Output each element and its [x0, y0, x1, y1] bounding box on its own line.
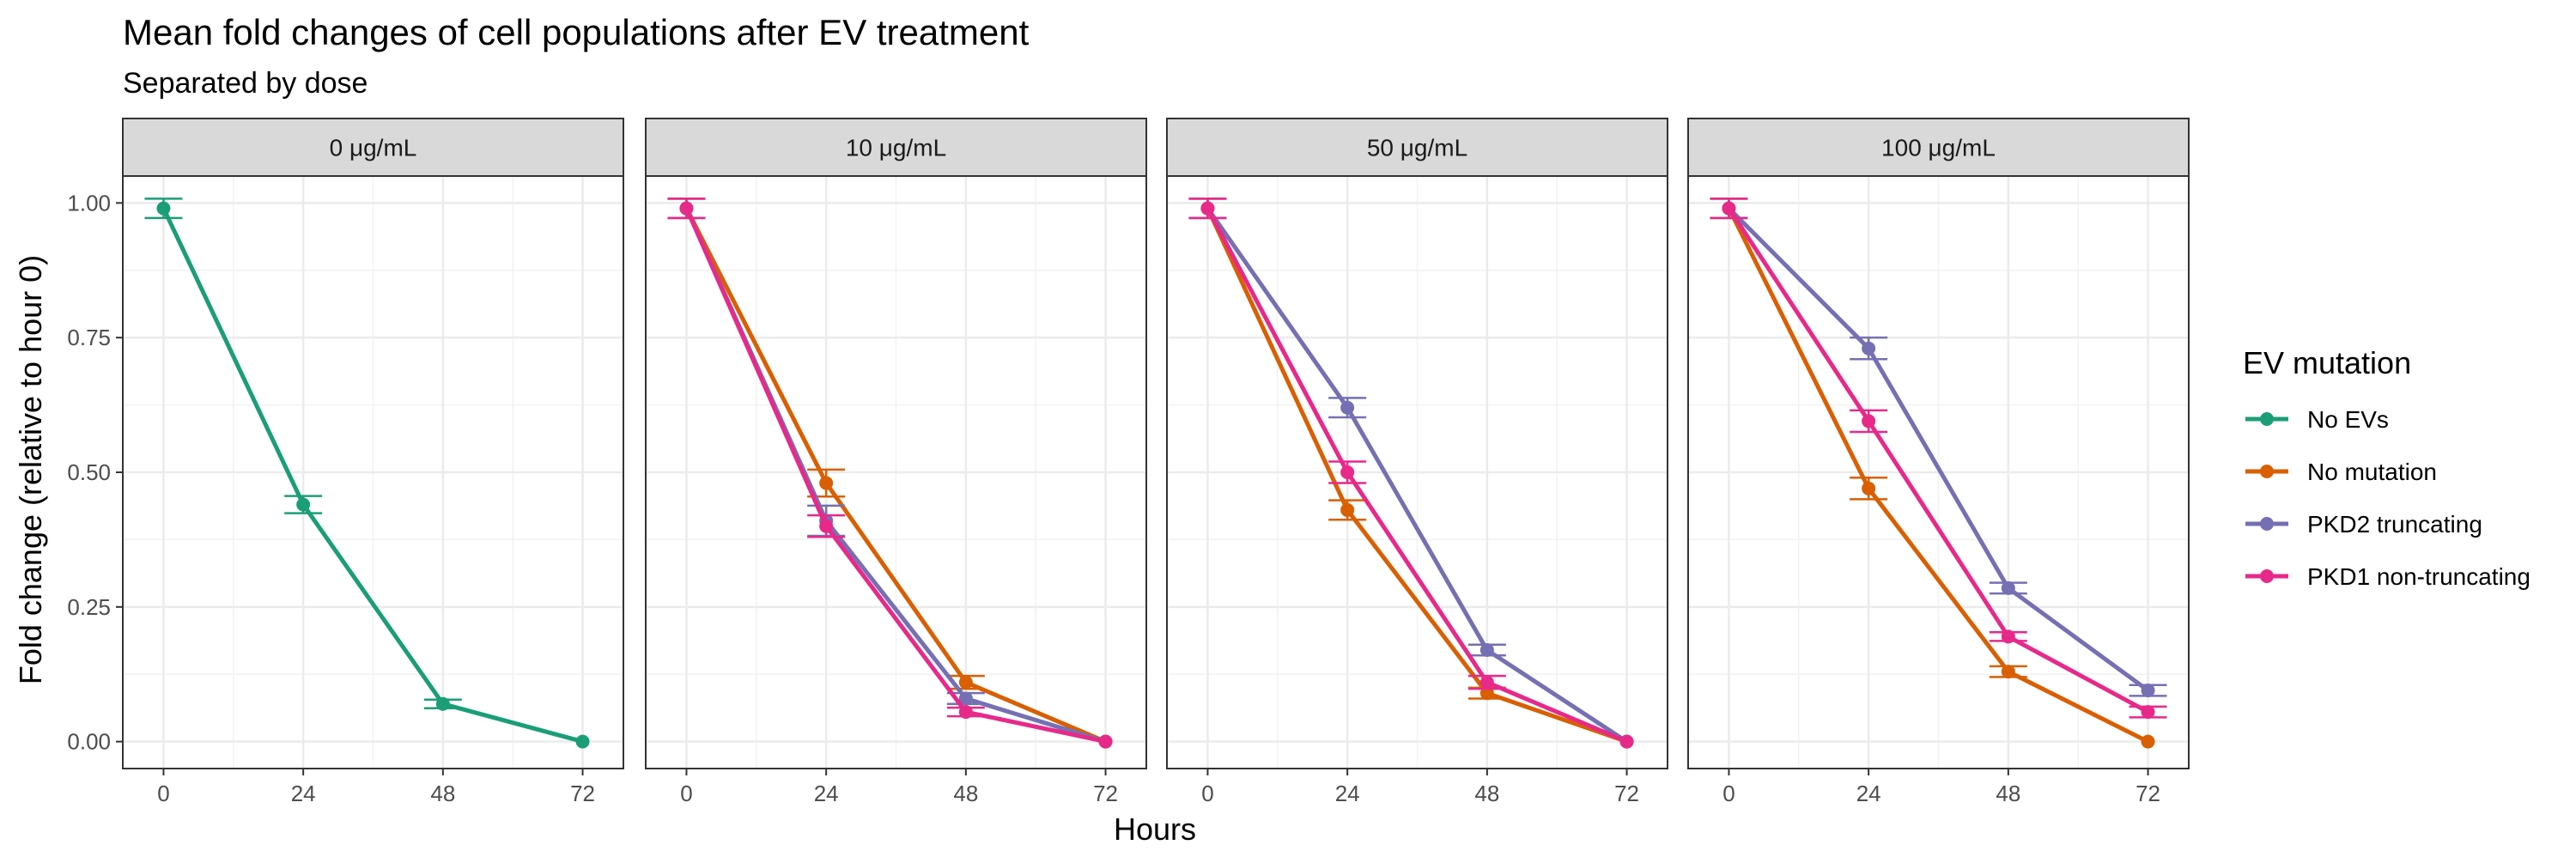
x-axis-title: Hours	[1114, 811, 1196, 847]
data-series	[1188, 198, 1634, 749]
facet-strip-label: 0 μg/mL	[330, 135, 417, 161]
y-tick-label: 0.25	[67, 594, 111, 620]
y-tick-label: 0.75	[67, 325, 111, 350]
series-line	[161, 207, 584, 744]
facet-strip-label: 10 μg/mL	[846, 135, 946, 161]
data-point	[1862, 414, 1876, 428]
x-tick-label: 72	[2136, 781, 2160, 806]
data-point	[2141, 705, 2155, 720]
x-tick-label: 48	[953, 781, 978, 806]
x-tick-label: 72	[1614, 781, 1639, 806]
facet-panels: 0 μg/mL 0 24 48 72 0.00 0.25 0.50 0.75 1.00 10 μg/…	[67, 118, 2190, 806]
data-series	[667, 198, 1113, 749]
data-point	[156, 201, 171, 216]
data-point	[1722, 201, 1736, 216]
x-tick-label: 72	[1093, 781, 1118, 806]
facet-strip	[1166, 118, 1668, 177]
data-point	[958, 675, 973, 690]
data-point	[819, 476, 834, 490]
legend-key-point	[2260, 569, 2274, 583]
data-point	[2141, 734, 2155, 749]
legend-item: No EVs	[2245, 406, 2389, 433]
data-point	[1340, 502, 1355, 517]
legend-label: PKD2 truncating	[2307, 511, 2482, 538]
y-tick-label: 0.00	[67, 729, 111, 755]
data-point	[1862, 341, 1876, 356]
legend-key-point	[2260, 412, 2274, 426]
data-point	[1200, 201, 1215, 216]
chart-subtitle: Separated by dose	[123, 67, 368, 100]
legend-key-point	[2260, 517, 2274, 531]
data-series	[144, 198, 590, 749]
x-tick-label: 48	[1474, 781, 1499, 806]
facet-strip-label: 100 μg/mL	[1881, 135, 1996, 161]
series-line	[1206, 207, 1628, 744]
x-tick-label: 0	[680, 781, 692, 806]
facet-strip-label: 50 μg/mL	[1367, 135, 1467, 161]
data-point	[1340, 400, 1355, 415]
facet-strip	[122, 118, 624, 177]
x-tick-label: 24	[1335, 781, 1360, 806]
facet-strip	[1687, 118, 2190, 177]
panel-border	[1166, 175, 1668, 769]
facet-panel: 0 μg/mL 0 24 48 72 0.00 0.25 0.50 0.75 1.00	[67, 118, 624, 806]
data-series	[1710, 198, 2167, 720]
x-tick-label: 48	[1996, 781, 2020, 806]
series-line	[684, 207, 1107, 744]
panel-border	[1687, 175, 2190, 769]
x-tick-label: 0	[157, 781, 169, 806]
y-tick-label: 1.00	[67, 190, 111, 216]
data-point	[2001, 580, 2015, 595]
data-point	[296, 497, 311, 512]
data-point	[1098, 734, 1113, 749]
series-line	[1727, 207, 2149, 714]
data-point	[435, 696, 450, 711]
series-line	[1727, 207, 2149, 744]
series-line	[1206, 207, 1628, 744]
legend-label: No EVs	[2307, 406, 2389, 433]
data-point	[819, 519, 834, 533]
legend-item: No mutation	[2245, 459, 2437, 485]
data-point	[679, 201, 694, 216]
y-axis-title: Fold change (relative to hour 0)	[13, 255, 48, 684]
x-tick-label: 48	[430, 781, 455, 806]
data-point	[1479, 643, 1494, 657]
data-point	[2141, 684, 2155, 698]
y-tick-label: 0.50	[67, 459, 111, 485]
data-point	[1479, 675, 1494, 690]
series-line	[1206, 207, 1628, 744]
chart-title: Mean fold changes of cell populations af…	[123, 12, 1030, 52]
data-point	[958, 705, 973, 720]
series-line	[1727, 206, 2149, 693]
data-point	[1340, 465, 1355, 479]
facet-panel: 50 μg/mL 0 24 48 72	[1166, 118, 1668, 806]
legend-item: PKD2 truncating	[2245, 511, 2482, 538]
legend-item: PKD1 non-truncating	[2245, 563, 2530, 590]
facet-panel: 10 μg/mL 0 24 48 72	[645, 118, 1147, 806]
facet-strip	[645, 118, 1147, 177]
series-line	[684, 207, 1107, 744]
data-point	[1862, 481, 1876, 495]
legend-title: EV mutation	[2243, 345, 2411, 380]
x-tick-label: 72	[570, 781, 595, 806]
legend: EV mutation No EVs No mutation PKD2 trunca…	[2243, 345, 2530, 590]
x-tick-label: 24	[814, 781, 839, 806]
data-point	[575, 734, 590, 749]
panel-border	[645, 175, 1147, 769]
x-tick-label: 0	[1201, 781, 1213, 806]
x-tick-label: 24	[1856, 781, 1881, 806]
legend-key-point	[2260, 465, 2274, 478]
data-point	[1619, 734, 1634, 749]
legend-label: No mutation	[2307, 459, 2437, 485]
facet-panel: 100 μg/mL 0 24 48 72	[1687, 118, 2190, 806]
data-point	[2001, 629, 2015, 644]
x-tick-label: 0	[1722, 781, 1735, 806]
legend-label: PKD1 non-truncating	[2307, 563, 2530, 590]
data-point	[2001, 665, 2015, 679]
x-tick-label: 24	[291, 781, 316, 806]
data-point	[958, 691, 973, 706]
